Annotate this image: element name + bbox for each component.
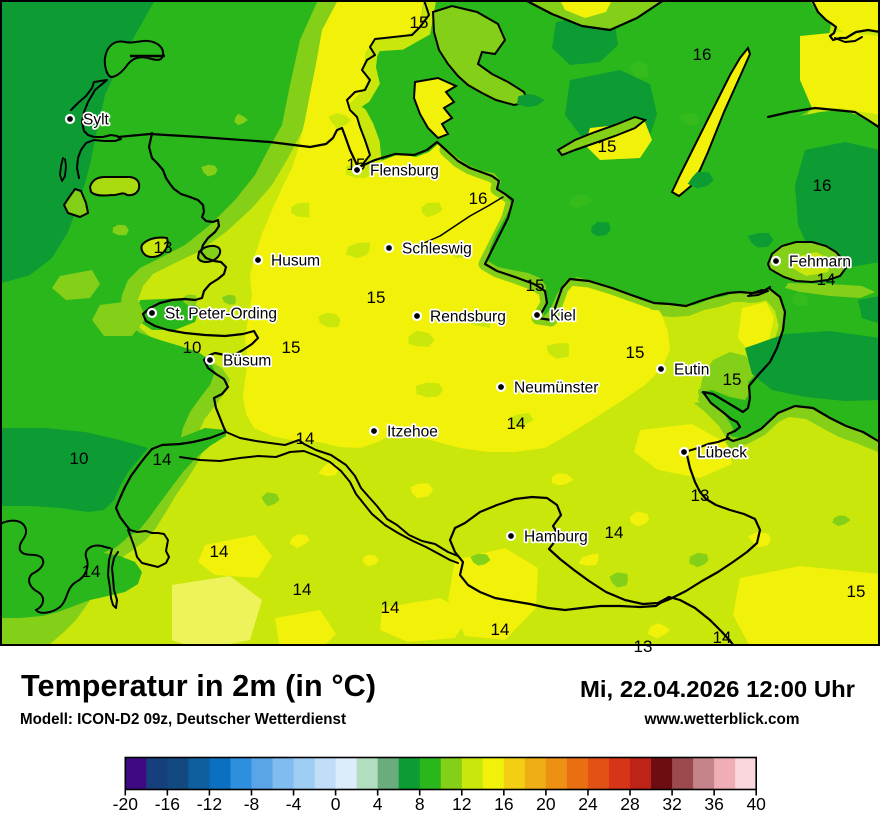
svg-text:14: 14 [153, 450, 172, 469]
svg-text:Temperatur in 2m (in °C): Temperatur in 2m (in °C) [21, 669, 376, 703]
svg-text:32: 32 [662, 794, 681, 814]
svg-text:14: 14 [82, 562, 101, 581]
svg-text:0: 0 [331, 794, 341, 814]
svg-text:-20: -20 [113, 794, 139, 814]
svg-text:Kiel: Kiel [550, 308, 576, 325]
svg-text:Flensburg: Flensburg [370, 163, 439, 180]
svg-text:14: 14 [817, 270, 836, 289]
svg-text:15: 15 [598, 137, 617, 156]
svg-text:15: 15 [410, 13, 429, 32]
svg-text:Husum: Husum [271, 253, 320, 270]
svg-text:10: 10 [183, 338, 202, 357]
svg-text:13: 13 [634, 637, 653, 656]
svg-text:Itzehoe: Itzehoe [387, 424, 438, 441]
svg-text:Eutin: Eutin [674, 362, 709, 379]
svg-text:14: 14 [210, 542, 229, 561]
svg-text:14: 14 [296, 429, 315, 448]
svg-text:15: 15 [723, 370, 742, 389]
svg-text:16: 16 [469, 189, 488, 208]
svg-text:4: 4 [373, 794, 383, 814]
svg-text:14: 14 [713, 628, 732, 647]
svg-text:14: 14 [381, 598, 400, 617]
svg-text:Büsum: Büsum [223, 353, 271, 370]
svg-text:Hamburg: Hamburg [524, 529, 588, 546]
svg-text:14: 14 [605, 523, 624, 542]
svg-text:40: 40 [746, 794, 766, 814]
svg-text:12: 12 [452, 794, 471, 814]
svg-text:16: 16 [813, 176, 832, 195]
svg-text:15: 15 [282, 338, 301, 357]
svg-text:15: 15 [367, 288, 386, 307]
svg-text:Modell: ICON-D2 09z, Deutscher: Modell: ICON-D2 09z, Deutscher Wetterdie… [20, 711, 347, 728]
svg-text:-16: -16 [155, 794, 180, 814]
svg-text:16: 16 [693, 45, 712, 64]
svg-text:15: 15 [626, 343, 645, 362]
svg-text:16: 16 [494, 794, 513, 814]
svg-text:8: 8 [415, 794, 425, 814]
svg-text:10: 10 [70, 449, 89, 468]
svg-text:15: 15 [526, 276, 545, 295]
svg-text:13: 13 [154, 238, 173, 257]
svg-text:28: 28 [620, 794, 639, 814]
svg-text:Sylt: Sylt [83, 112, 110, 129]
svg-text:Lübeck: Lübeck [697, 445, 747, 462]
svg-text:-12: -12 [197, 794, 222, 814]
svg-text:www.wetterblick.com: www.wetterblick.com [644, 711, 800, 728]
svg-text:St. Peter-Ording: St. Peter-Ording [165, 306, 277, 323]
svg-text:Rendsburg: Rendsburg [430, 309, 506, 326]
svg-text:20: 20 [536, 794, 556, 814]
svg-text:Mi, 22.04.2026 12:00 Uhr: Mi, 22.04.2026 12:00 Uhr [580, 676, 855, 702]
svg-text:24: 24 [578, 794, 598, 814]
svg-text:Fehmarn: Fehmarn [789, 254, 851, 271]
svg-text:Neumünster: Neumünster [514, 380, 598, 397]
svg-text:-8: -8 [244, 794, 260, 814]
svg-text:14: 14 [491, 620, 510, 639]
svg-text:15: 15 [847, 582, 866, 601]
svg-text:14: 14 [507, 414, 526, 433]
svg-text:14: 14 [293, 580, 312, 599]
svg-text:36: 36 [704, 794, 723, 814]
svg-text:Schleswig: Schleswig [402, 241, 472, 258]
svg-text:-4: -4 [286, 794, 302, 814]
svg-text:13: 13 [691, 486, 710, 505]
